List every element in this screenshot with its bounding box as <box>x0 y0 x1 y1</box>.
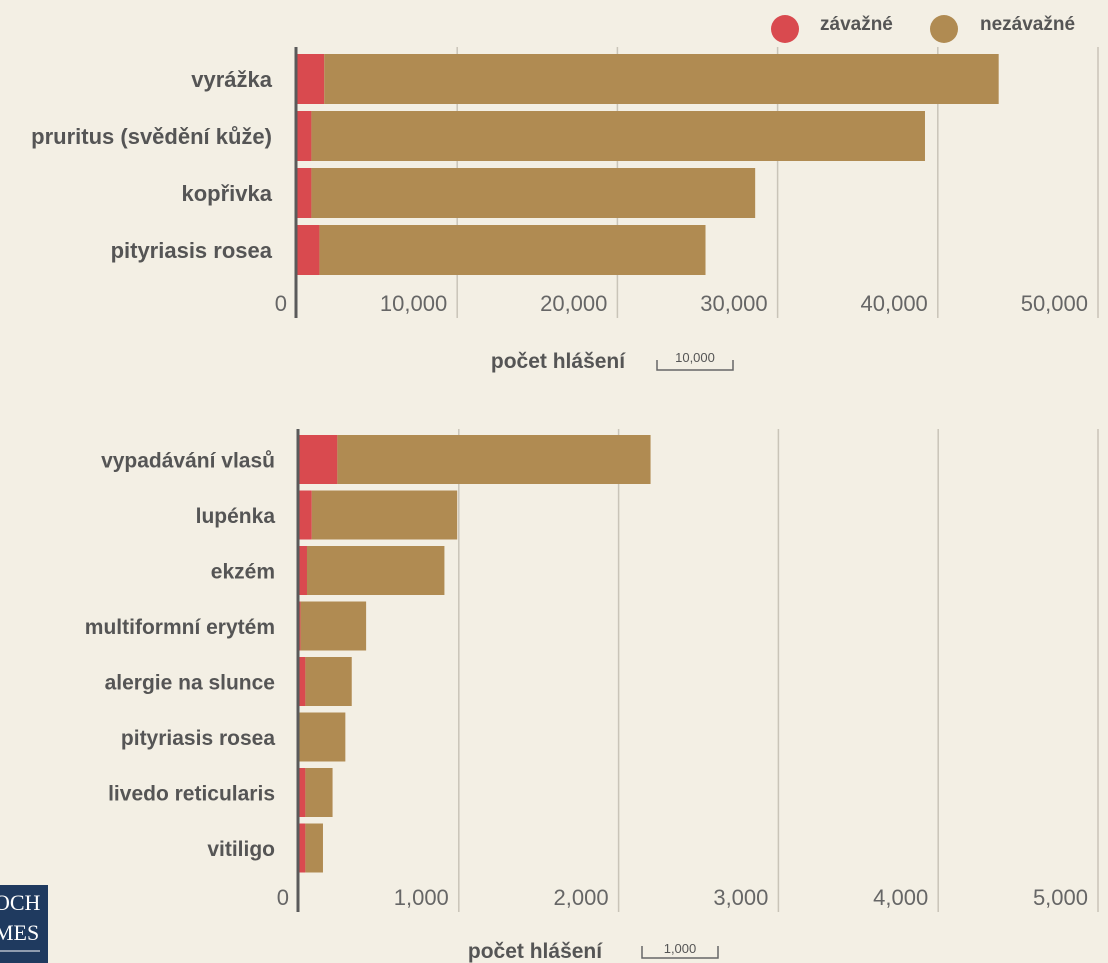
bar-nonserious <box>324 54 999 104</box>
bar-serious <box>299 601 301 651</box>
bar-serious <box>297 111 312 161</box>
chart-top: 0 10,000 20,000 30,000 40,000 50,000 vyrážka pr… <box>31 47 1099 318</box>
x-tick-label: 0 <box>277 885 289 910</box>
bar-nonserious <box>311 111 925 161</box>
bar-nonserious <box>305 768 333 817</box>
bar-nonserious <box>311 168 756 218</box>
bar-serious <box>299 657 306 706</box>
bottom-x-axis-title: počet hlášení <box>468 940 603 963</box>
legend-serious-swatch <box>771 15 799 43</box>
category-label: vyrážka <box>191 67 273 92</box>
publisher-logo: OCH MES <box>0 885 48 963</box>
bar-nonserious <box>305 823 323 873</box>
x-tick-label: 50,000 <box>1021 291 1088 316</box>
x-tick-label: 1,000 <box>394 885 449 910</box>
bar-serious <box>299 768 306 817</box>
top-x-axis-title: počet hlášení <box>491 350 626 373</box>
x-tick-label: 40,000 <box>861 291 928 316</box>
bar-serious <box>299 435 338 484</box>
category-label: lupénka <box>196 505 276 528</box>
category-label: kopřivka <box>182 181 273 206</box>
bar-serious <box>299 546 307 595</box>
bar-nonserious <box>300 601 367 651</box>
legend-nonserious-label: nezávažné <box>980 14 1075 35</box>
bar-nonserious <box>337 435 651 484</box>
x-tick-label: 4,000 <box>873 885 928 910</box>
bottom-scale-label: 1,000 <box>664 941 697 956</box>
category-label: vitiligo <box>207 838 275 861</box>
legend: závažné nezávažné <box>771 14 1075 43</box>
bar-nonserious <box>319 225 706 275</box>
x-tick-label: 30,000 <box>700 291 767 316</box>
bar-serious <box>297 168 312 218</box>
chart-bottom: 0 1,000 2,000 3,000 4,000 5,000 vypadávání vla… <box>85 429 1099 912</box>
legend-serious-label: závažné <box>820 14 893 35</box>
x-tick-label: 3,000 <box>713 885 768 910</box>
bar-nonserious <box>306 546 445 595</box>
category-label: alergie na slunce <box>105 672 275 695</box>
x-tick-label: 5,000 <box>1033 885 1088 910</box>
category-label: multiformní erytém <box>85 616 275 639</box>
category-label: pruritus (svědění kůže) <box>31 124 272 149</box>
x-tick-label: 0 <box>275 291 287 316</box>
bar-serious <box>297 225 320 275</box>
category-label: pityriasis rosea <box>111 238 273 263</box>
top-scale-marker: 10,000 <box>656 350 734 371</box>
legend-nonserious-swatch <box>930 15 958 43</box>
x-tick-label: 2,000 <box>554 885 609 910</box>
category-label: ekzém <box>211 561 275 584</box>
bar-nonserious <box>305 657 352 706</box>
category-label: vypadávání vlasů <box>101 450 275 473</box>
bar-serious <box>297 54 325 104</box>
bar-nonserious <box>311 490 458 540</box>
logo-line2: MES <box>0 920 39 945</box>
category-label: livedo reticularis <box>108 783 275 806</box>
x-tick-label: 10,000 <box>380 291 447 316</box>
bar-serious <box>299 490 312 540</box>
top-scale-label: 10,000 <box>675 350 715 365</box>
bottom-scale-marker: 1,000 <box>641 941 719 959</box>
category-label: pityriasis rosea <box>121 727 275 750</box>
bar-nonserious <box>299 712 346 762</box>
x-tick-label: 20,000 <box>540 291 607 316</box>
logo-line1: OCH <box>0 890 41 915</box>
bar-serious <box>299 823 306 873</box>
